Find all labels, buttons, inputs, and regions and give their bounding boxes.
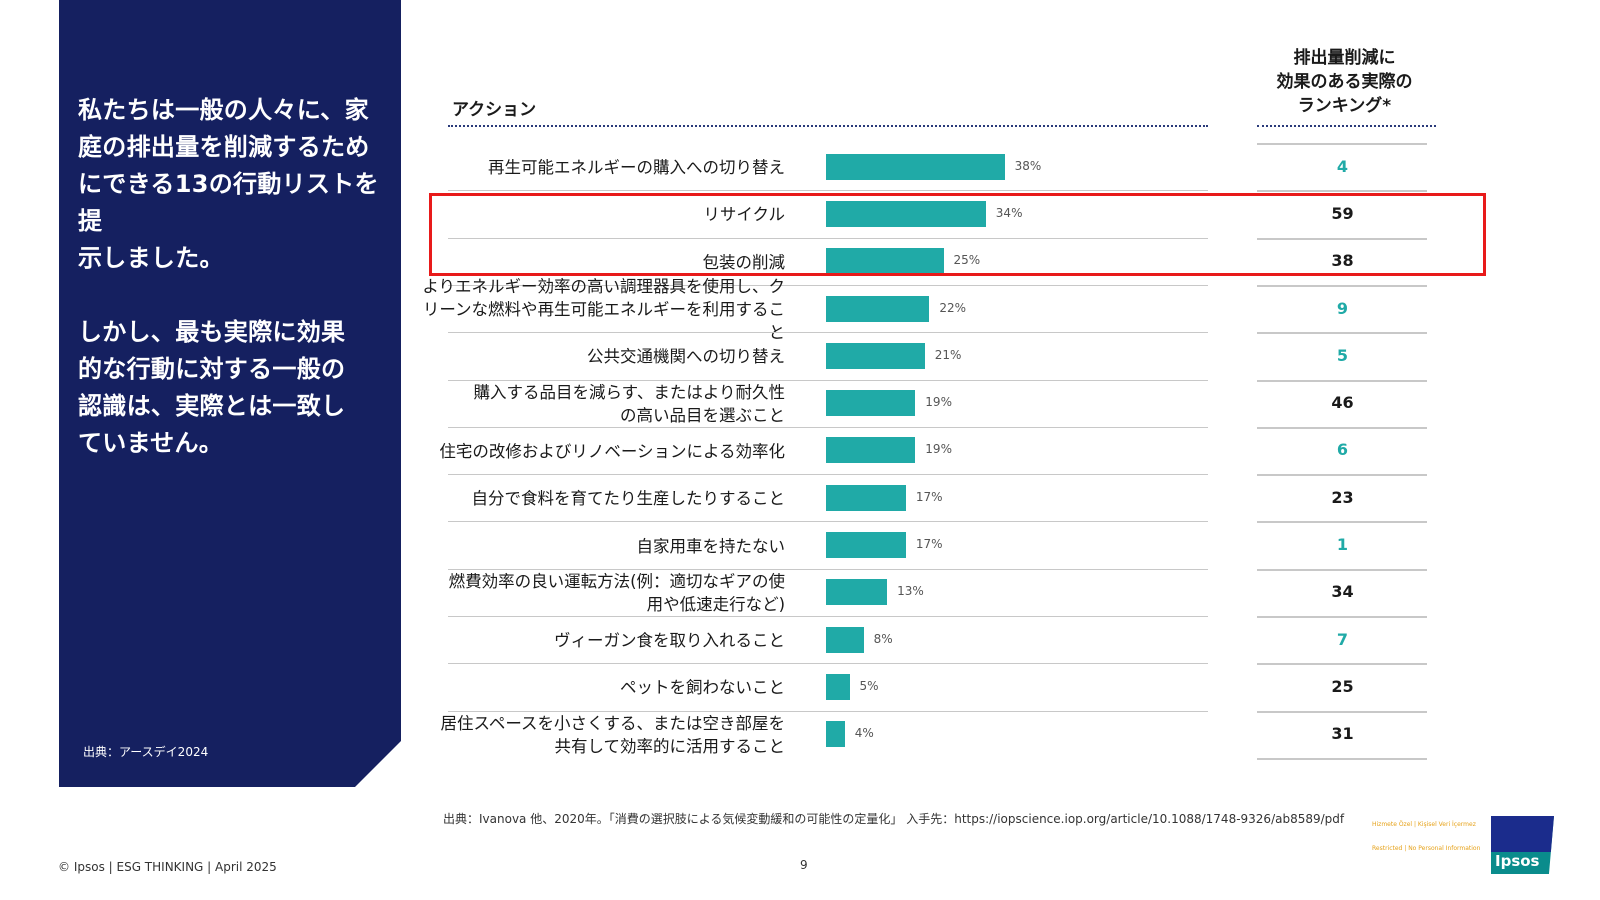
row-separator (448, 474, 1208, 476)
panel-source: 出典：アースデイ2024 (83, 745, 209, 759)
logo-top-block (1491, 816, 1554, 852)
row-separator (448, 710, 1208, 712)
rank-value: 1 (1336, 535, 1349, 555)
bar (826, 437, 916, 464)
rank-value: 59 (1331, 203, 1354, 223)
copyright-footer: © Ipsos | ESG THINKING | April 2025 (58, 860, 277, 874)
rank-separator (1257, 379, 1427, 382)
logo-text: Ipsos (1495, 852, 1540, 870)
column-header-ranking: 排出量削減に 効果のある実際の ランキング* (1276, 48, 1413, 116)
ipsos-logo: Ipsos (1491, 816, 1554, 874)
category-label: よりエネルギー効率の高い調理器具を使用し、ク リーンな燃料や再生可能エネルギーを… (422, 277, 785, 343)
category-label: 燃費効率の良い運転方法(例：適切なギアの使 用や低速走行など) (448, 572, 785, 615)
bar-value-label: 34% (995, 205, 1023, 220)
rank-separator (1257, 757, 1427, 760)
rank-separator (1257, 237, 1427, 240)
rank-header-divider (1257, 125, 1436, 127)
rank-separator (1257, 710, 1427, 713)
rank-separator (1257, 332, 1427, 335)
rank-separator (1257, 474, 1427, 477)
bar (826, 484, 906, 511)
rank-separator (1257, 663, 1427, 666)
category-label: 購入する品目を減らす、またはより耐久性 の高い品目を選ぶこと (473, 383, 785, 426)
bar (826, 579, 888, 606)
column-header-action: アクション (452, 100, 537, 120)
bar (826, 342, 925, 369)
row-separator (448, 190, 1208, 192)
category-label: 居住スペースを小さくする、または空き部屋を 共有して効率的に活用すること (440, 714, 785, 757)
bar-value-label: 13% (897, 584, 924, 599)
rank-separator (1257, 284, 1427, 287)
category-label: リサイクル (703, 205, 785, 225)
bar-value-label: 17% (915, 537, 943, 552)
bar-value-label: 22% (939, 300, 967, 315)
category-label: 自家用車を持たない (636, 536, 786, 556)
bar-value-label: 19% (925, 395, 952, 410)
classification-label-tr: Hizmete Özel | Kişisel Veri İçermez (1372, 821, 1476, 828)
rank-value: 38 (1331, 251, 1354, 271)
category-label: 公共交通機関への切り替え (587, 347, 785, 367)
rank-value: 23 (1331, 487, 1354, 507)
highlight-box (429, 193, 1486, 276)
classification-label-en: Restricted | No Personal Information (1372, 845, 1481, 852)
bar (826, 295, 930, 322)
row-separator (448, 379, 1208, 381)
rank-separator (1257, 426, 1427, 429)
bar (826, 721, 845, 748)
bar-value-label: 17% (915, 489, 943, 504)
category-label: 再生可能エネルギーの購入への切り替え (488, 158, 785, 178)
bar (826, 200, 986, 227)
row-separator (448, 237, 1208, 239)
rank-value: 31 (1331, 724, 1354, 744)
rank-value: 34 (1331, 582, 1354, 602)
left-panel (59, 0, 401, 787)
page-number: 9 (800, 858, 808, 872)
bar (826, 153, 1005, 180)
bar-value-label: 38% (1014, 158, 1042, 173)
bar-value-label: 21% (934, 347, 962, 362)
bar (826, 248, 944, 275)
rank-separator (1257, 521, 1427, 524)
bar (826, 673, 850, 700)
rank-value: 5 (1336, 345, 1349, 365)
bar-value-label: 19% (925, 442, 952, 457)
rank-separator (1257, 568, 1427, 571)
category-label: 包装の削減 (702, 252, 786, 272)
rank-value: 6 (1336, 440, 1349, 460)
category-label: ペットを飼わないこと (620, 678, 785, 698)
bar-value-label: 25% (953, 253, 981, 268)
bar-value-label: 5% (859, 678, 879, 693)
rank-separator (1257, 190, 1427, 193)
bar (826, 626, 864, 653)
rank-value: 46 (1331, 393, 1354, 413)
row-separator (448, 568, 1208, 570)
panel-headline: 私たちは一般の人々に、家 庭の排出量を削減するため にできる13の行動リストを提… (78, 96, 379, 457)
category-label: 自分で食料を育てたり生産したりすること (471, 489, 786, 509)
action-header-divider (448, 125, 1208, 127)
bar (826, 390, 916, 417)
row-separator (448, 332, 1208, 334)
category-label: 住宅の改修およびリノベーションによる効率化 (439, 441, 785, 461)
rank-separator (1257, 616, 1427, 618)
row-separator (448, 663, 1208, 665)
rank-value: 4 (1336, 156, 1349, 176)
bar (826, 532, 906, 559)
rank-value: 25 (1331, 676, 1354, 696)
row-separator (448, 521, 1208, 523)
row-separator (448, 616, 1208, 617)
bar-value-label: 4% (854, 726, 874, 741)
category-label: ヴィーガン食を取り入れること (554, 631, 785, 651)
row-separator (448, 426, 1208, 428)
row-separator (448, 284, 1208, 286)
rank-value: 7 (1336, 629, 1349, 649)
source-footnote: 出典：Ivanova 他、2020年。「消費の選択肢による気候変動緩和の可能性の… (443, 812, 1345, 826)
rank-value: 9 (1336, 298, 1349, 318)
rank-separator (1257, 143, 1427, 145)
bar-value-label: 8% (873, 631, 893, 646)
